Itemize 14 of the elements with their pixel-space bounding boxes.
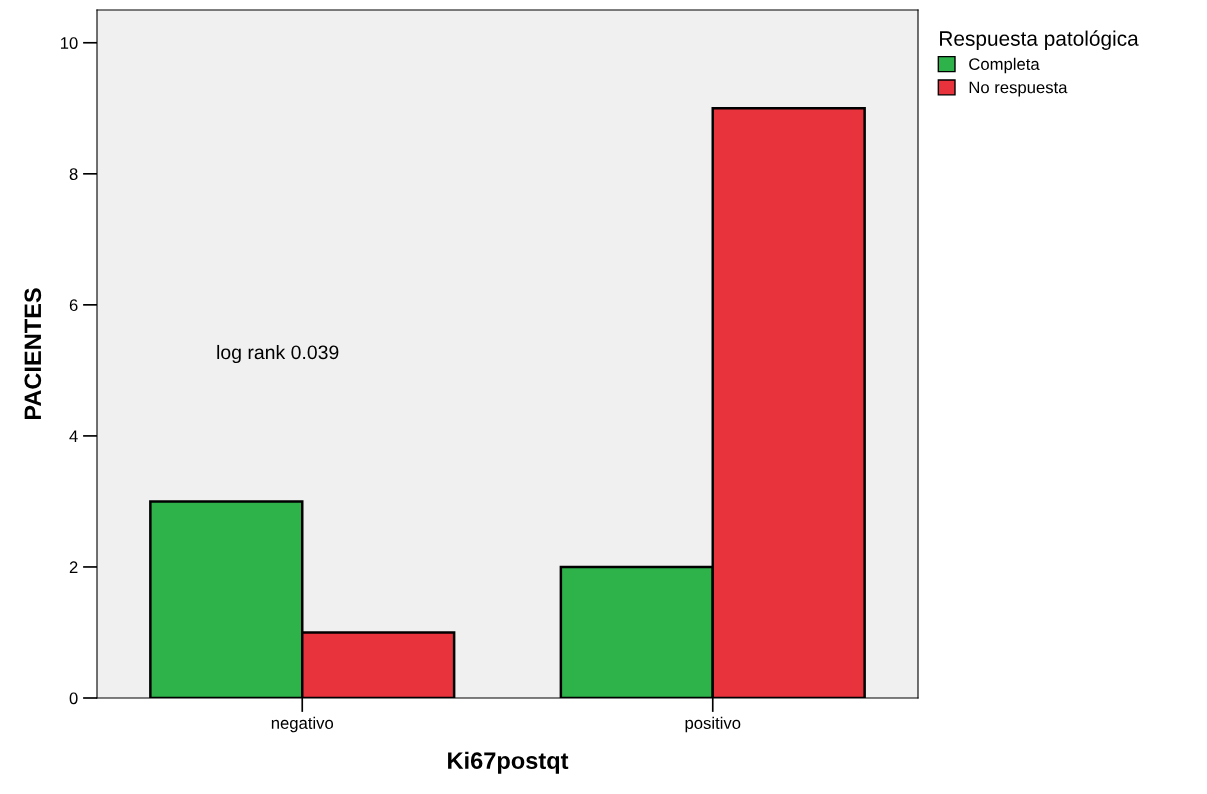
y-tick-label: 6 bbox=[69, 299, 78, 312]
y-tick-label: 8 bbox=[69, 168, 78, 181]
x-tick-label: negativo bbox=[271, 716, 334, 733]
annotation: log rank 0.039 bbox=[217, 344, 339, 364]
y-tick-label: 4 bbox=[69, 430, 78, 442]
legend-label: No respuesta bbox=[969, 81, 1068, 97]
y-tick-label: 10 bbox=[60, 37, 78, 49]
y-tick-label: 2 bbox=[69, 561, 78, 573]
legend-label: Completa bbox=[969, 57, 1040, 74]
y-tick-label: 0 bbox=[69, 692, 78, 705]
x-tick-label: positivo bbox=[685, 716, 741, 733]
legend-title: Respuesta patológica bbox=[940, 30, 1139, 50]
y-axis-title: PACIENTES bbox=[24, 288, 42, 420]
x-axis-title: Ki67postqt bbox=[448, 751, 569, 774]
